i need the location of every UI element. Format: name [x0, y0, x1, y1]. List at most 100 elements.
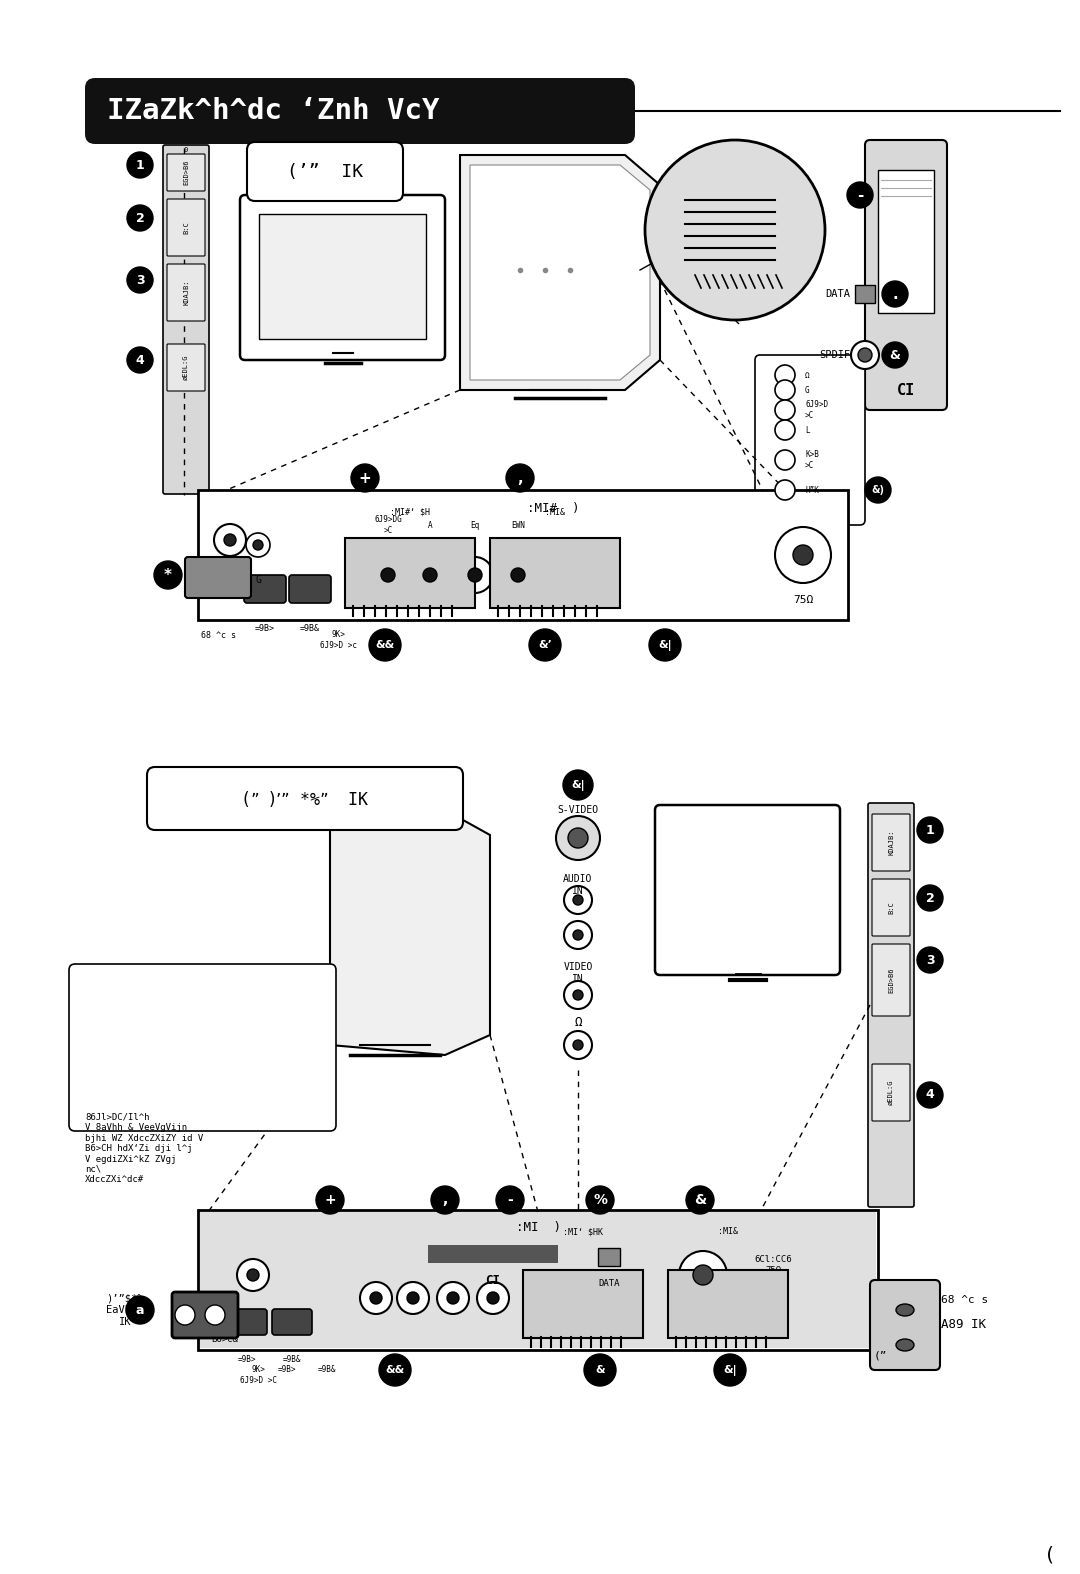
Circle shape — [381, 568, 395, 582]
Text: S-VIDEO: S-VIDEO — [557, 804, 598, 815]
Circle shape — [507, 464, 534, 493]
Text: Ω: Ω — [805, 370, 810, 379]
Text: 68 ^c s: 68 ^c s — [941, 1295, 988, 1305]
Circle shape — [468, 568, 482, 582]
Circle shape — [369, 630, 401, 661]
Text: A: A — [428, 521, 432, 529]
Polygon shape — [330, 811, 490, 1055]
FancyBboxPatch shape — [240, 195, 445, 360]
Circle shape — [316, 1185, 345, 1214]
Text: H”K: H”K — [805, 485, 819, 494]
Text: 1: 1 — [926, 823, 934, 836]
Bar — [669, 1270, 788, 1338]
Circle shape — [775, 480, 795, 501]
Text: 6Cl:CC6
75Ω: 6Cl:CC6 75Ω — [754, 1256, 792, 1275]
Circle shape — [775, 527, 831, 582]
Bar — [855, 285, 875, 304]
Circle shape — [246, 534, 270, 557]
Text: B6>C&: B6>C& — [212, 1335, 239, 1344]
Circle shape — [865, 477, 891, 504]
Circle shape — [775, 450, 795, 471]
Text: 3: 3 — [926, 954, 934, 966]
Text: :MI#  ): :MI# ) — [527, 502, 579, 515]
Text: KDAJB:: KDAJB: — [183, 280, 189, 305]
Polygon shape — [470, 165, 650, 379]
FancyBboxPatch shape — [167, 198, 205, 257]
Text: .: . — [892, 286, 897, 302]
Text: -: - — [856, 187, 863, 203]
Circle shape — [564, 1031, 592, 1059]
Text: SPDIF: SPDIF — [819, 349, 850, 360]
Text: &): &) — [872, 485, 885, 494]
Text: &: & — [595, 1365, 605, 1376]
Text: L: L — [805, 425, 810, 434]
Circle shape — [431, 1185, 459, 1214]
Bar — [198, 1210, 878, 1350]
Circle shape — [917, 1081, 943, 1108]
Text: B:C: B:C — [888, 902, 894, 914]
Text: øEDL:G: øEDL:G — [888, 1080, 894, 1105]
FancyBboxPatch shape — [870, 1280, 940, 1369]
Circle shape — [775, 420, 795, 441]
Circle shape — [127, 205, 153, 231]
Text: 0: 0 — [184, 146, 188, 153]
Text: EWN: EWN — [511, 521, 525, 529]
Circle shape — [487, 1292, 499, 1303]
Circle shape — [423, 568, 437, 582]
Text: IZaZk^h^dc ‘Znh VcY: IZaZk^h^dc ‘Znh VcY — [107, 98, 440, 124]
Circle shape — [714, 1354, 746, 1387]
FancyBboxPatch shape — [868, 803, 914, 1207]
Circle shape — [573, 930, 583, 940]
FancyBboxPatch shape — [172, 1292, 238, 1338]
Text: G: G — [805, 386, 810, 395]
FancyBboxPatch shape — [755, 356, 865, 526]
Text: 9K>
6J9>D >c: 9K> 6J9>D >c — [320, 630, 356, 650]
Circle shape — [360, 1281, 392, 1314]
Text: SPDI: SPDI — [692, 1305, 714, 1314]
Text: a: a — [136, 1303, 145, 1316]
Text: (” $  )’” $ *%”  IK: (” $ )’” $ *%” IK — [240, 789, 369, 809]
Circle shape — [127, 153, 153, 178]
Circle shape — [237, 1259, 269, 1291]
Text: ,: , — [517, 471, 523, 485]
Circle shape — [477, 1281, 509, 1314]
Text: &&: && — [386, 1365, 405, 1376]
Circle shape — [214, 524, 246, 556]
FancyBboxPatch shape — [289, 575, 330, 603]
Text: =9B>: =9B> — [255, 623, 275, 633]
Bar — [490, 538, 620, 608]
Text: 9K>
6J9>D >C: 9K> 6J9>D >C — [240, 1365, 276, 1385]
Circle shape — [775, 365, 795, 386]
Text: G: G — [255, 575, 261, 586]
Bar — [259, 214, 426, 338]
Circle shape — [573, 990, 583, 999]
Text: 68 ^c s: 68 ^c s — [201, 631, 235, 639]
Bar — [672, 826, 823, 959]
Text: AUDIO
IN: AUDIO IN — [564, 874, 593, 896]
FancyBboxPatch shape — [167, 345, 205, 390]
Text: Ω: Ω — [575, 1017, 582, 1029]
Text: +: + — [324, 1193, 336, 1207]
Circle shape — [645, 140, 825, 320]
Text: 6J9>DG
>C: 6J9>DG >C — [374, 515, 402, 535]
Text: 1: 1 — [136, 159, 145, 172]
Bar — [523, 1270, 643, 1338]
Text: CI: CI — [486, 1273, 500, 1286]
Text: B:C: B:C — [183, 220, 189, 235]
Text: 4: 4 — [136, 354, 145, 367]
Text: KDAJB:: KDAJB: — [888, 829, 894, 855]
Text: VIDEO
IN: VIDEO IN — [564, 962, 593, 984]
FancyBboxPatch shape — [227, 1310, 267, 1335]
Text: Eq: Eq — [471, 521, 480, 529]
Circle shape — [775, 379, 795, 400]
Circle shape — [563, 770, 593, 800]
Bar — [198, 490, 848, 620]
Text: :MI&: :MI& — [718, 1228, 738, 1237]
Text: :MI‘ $HK: :MI‘ $HK — [563, 1228, 603, 1237]
Text: 3: 3 — [136, 274, 145, 286]
Circle shape — [154, 560, 183, 589]
FancyBboxPatch shape — [654, 804, 840, 974]
Circle shape — [793, 545, 813, 565]
Circle shape — [447, 1292, 459, 1303]
Circle shape — [917, 817, 943, 844]
